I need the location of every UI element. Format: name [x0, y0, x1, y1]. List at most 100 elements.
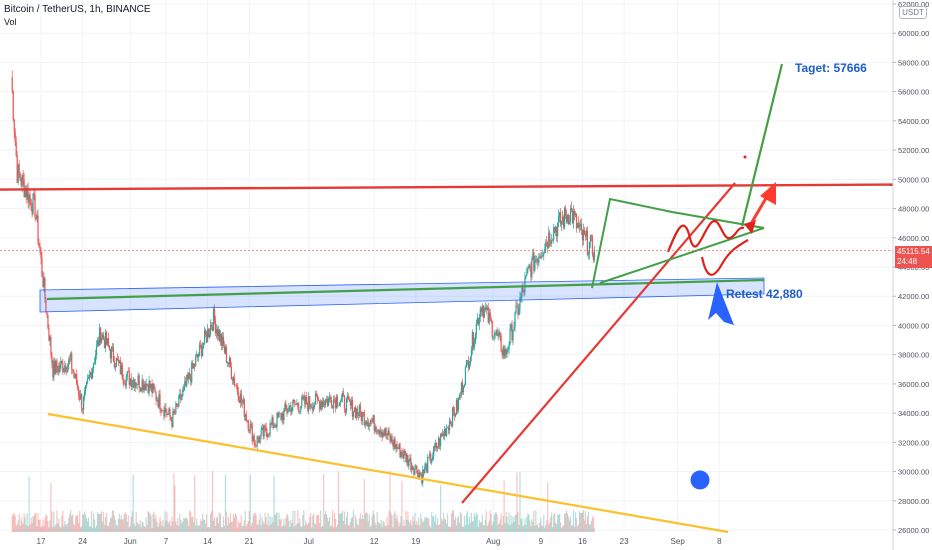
volume-bar: [550, 516, 552, 532]
candle-body: [551, 240, 553, 244]
candle-body: [179, 394, 181, 396]
volume-bar: [452, 510, 455, 532]
candle-body: [268, 434, 270, 435]
candle-body: [333, 399, 336, 401]
candle-body: [429, 453, 431, 458]
volume-bar: [551, 512, 553, 532]
volume-bar: [316, 514, 318, 532]
candle-body: [233, 377, 235, 385]
volume-bar: [374, 522, 376, 532]
volume-bar: [521, 518, 523, 532]
volume-bar: [438, 525, 440, 532]
candle-body: [214, 320, 217, 334]
candle-body: [566, 215, 569, 222]
volume-bar: [67, 523, 69, 532]
volume-bar: [304, 525, 306, 532]
currency-badge[interactable]: USDT: [899, 6, 927, 19]
candle-body: [205, 330, 207, 335]
candle-body: [85, 385, 87, 392]
candle-body: [484, 307, 486, 309]
volume-bar: [101, 521, 104, 532]
candle-body: [415, 465, 417, 469]
candle-body: [219, 334, 222, 342]
candle-body: [367, 421, 369, 427]
candle-body: [277, 412, 279, 417]
volume-bar: [265, 517, 267, 532]
candle-body: [365, 421, 367, 425]
candle-body: [475, 323, 477, 335]
candle-body: [189, 372, 191, 378]
candle-body: [210, 324, 213, 327]
candle-body: [539, 256, 541, 258]
candle-body: [116, 358, 118, 361]
candle-body: [173, 411, 175, 413]
volume-bar: [18, 514, 20, 532]
candle-body: [201, 345, 203, 357]
candle-body: [171, 420, 173, 427]
candle-body: [352, 412, 354, 417]
volume-bar: [182, 521, 184, 532]
volume-bar: [351, 516, 353, 532]
volume-bar: [109, 518, 112, 532]
candle-body: [375, 426, 377, 433]
volume-bar: [46, 515, 48, 532]
candle-body: [170, 416, 172, 421]
volume-bar: [118, 513, 120, 532]
candle-body: [462, 387, 465, 392]
candle-body: [370, 420, 372, 422]
candle-body: [548, 232, 550, 248]
candle-body: [114, 366, 116, 368]
candle-body: [185, 381, 187, 386]
candle-body: [388, 430, 390, 436]
volume-bar: [90, 511, 93, 532]
candle-body: [554, 227, 556, 233]
candle-body: [51, 354, 53, 364]
candle-body: [66, 371, 68, 373]
candle-body: [166, 412, 168, 415]
volume-bar: [158, 523, 160, 532]
volume-bar: [96, 512, 99, 532]
volume-bar: [420, 513, 422, 532]
volume-bar: [465, 514, 468, 532]
candle-body: [514, 312, 516, 327]
candle-body: [532, 252, 534, 259]
volume-bar: [68, 517, 70, 532]
candle-body: [152, 383, 154, 393]
candle-body: [316, 393, 318, 397]
volume-bar: [539, 522, 541, 532]
volume-bar: [583, 520, 586, 532]
volume-bar: [419, 525, 421, 532]
candle-body: [224, 347, 227, 353]
volume-bar: [255, 515, 257, 532]
volume-bar: [425, 518, 427, 532]
candle-body: [326, 399, 328, 401]
candle-body: [500, 336, 502, 352]
volume-bar: [350, 517, 352, 532]
volume-bar: [398, 526, 400, 532]
volume-bar: [63, 526, 65, 532]
candle-body: [50, 337, 52, 355]
volume-bar: [202, 513, 204, 532]
candle-body: [378, 429, 380, 433]
volume-bar: [198, 524, 200, 532]
candle-body: [203, 343, 205, 348]
candle-body: [126, 371, 128, 377]
candle-body: [108, 345, 111, 350]
volume-bar: [77, 515, 79, 532]
volume-bar: [225, 511, 228, 532]
candle-body: [353, 407, 355, 413]
volume-bar: [306, 523, 308, 532]
volume-bar: [254, 512, 256, 532]
candle-body: [258, 439, 260, 443]
volume-bar: [203, 519, 205, 532]
arrow-head-up: [760, 182, 776, 205]
candle-body: [59, 364, 61, 369]
candle-body: [550, 243, 552, 244]
candle-body: [286, 408, 288, 413]
volume-bar: [285, 517, 287, 532]
volume-bar: [103, 524, 106, 532]
volume-bar: [133, 523, 135, 532]
candle-body: [111, 346, 113, 348]
